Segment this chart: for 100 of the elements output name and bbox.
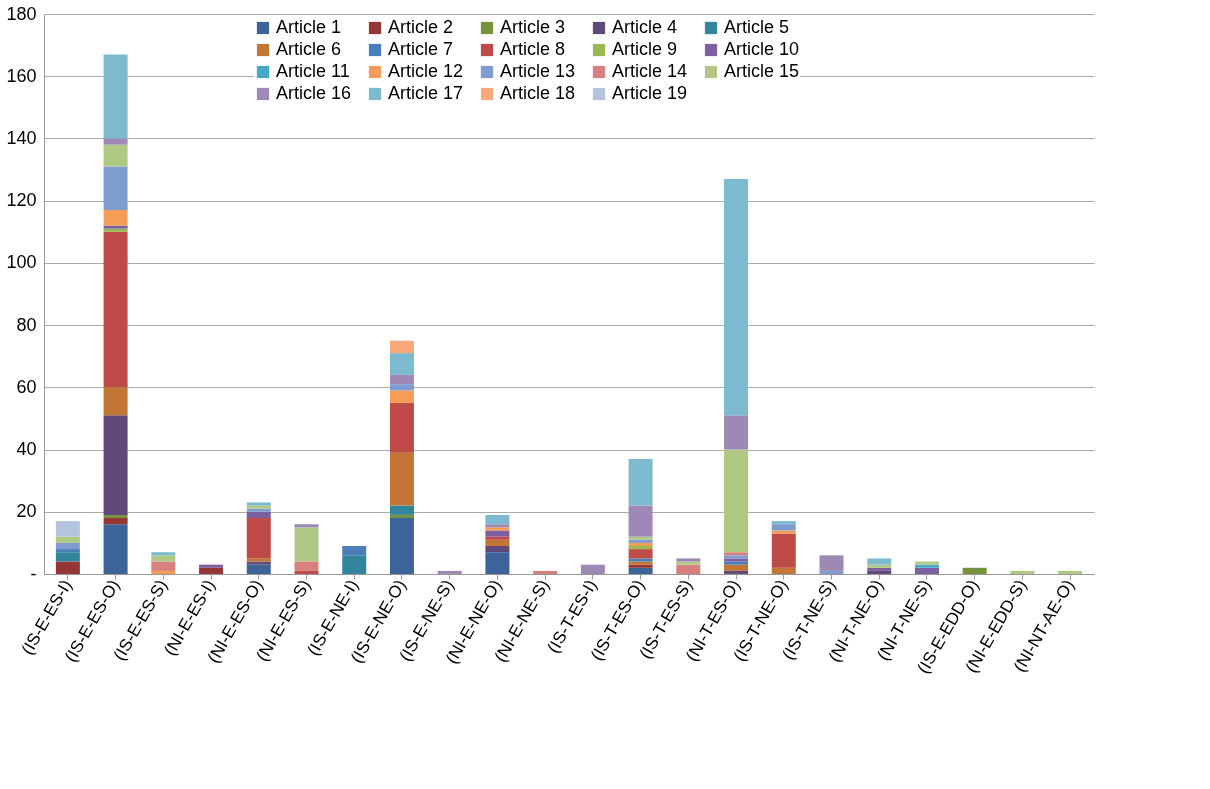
y-tick-label: 40	[16, 439, 37, 460]
bar	[103, 144, 128, 167]
bar	[819, 570, 844, 574]
bar	[55, 536, 80, 543]
bar	[771, 567, 796, 574]
bar	[389, 384, 414, 391]
bar	[771, 530, 796, 534]
bar	[867, 558, 892, 565]
legend-label: Article 13	[500, 61, 576, 81]
bar	[485, 546, 510, 553]
bar	[55, 561, 80, 574]
legend-label: Article 10	[724, 39, 800, 59]
bar	[485, 552, 510, 574]
legend-label: Article 8	[500, 39, 566, 59]
bar	[628, 505, 653, 537]
bar	[628, 546, 653, 550]
bar	[151, 552, 176, 556]
bar	[103, 524, 128, 574]
legend-label: Article 6	[276, 39, 342, 59]
y-tick-label: 120	[6, 190, 37, 211]
bar	[199, 564, 224, 568]
bar	[55, 552, 80, 562]
bar	[771, 524, 796, 531]
bar	[914, 567, 939, 574]
bar	[342, 555, 367, 574]
bar	[55, 542, 80, 550]
bar	[103, 166, 128, 210]
y-tick-label: 180	[6, 3, 37, 24]
bar	[628, 549, 653, 559]
bar	[389, 518, 414, 574]
bar	[103, 210, 128, 226]
bar	[55, 549, 80, 553]
bar	[342, 546, 367, 556]
bar	[246, 564, 271, 574]
bar	[628, 567, 653, 574]
bar	[676, 564, 701, 574]
bar	[771, 521, 796, 525]
bar	[389, 452, 414, 506]
bar	[389, 505, 414, 515]
bar	[628, 458, 653, 506]
bar	[533, 570, 558, 574]
bar	[103, 138, 128, 145]
legend-label: Article 4	[612, 17, 678, 37]
bar	[485, 536, 510, 540]
bar	[294, 570, 319, 574]
bar	[485, 530, 510, 537]
legend-label: Article 5	[724, 17, 790, 37]
bar	[103, 518, 128, 525]
legend-label: Article 3	[500, 17, 566, 37]
y-tick-label: 140	[6, 127, 37, 148]
bar	[103, 415, 128, 515]
bar	[389, 353, 414, 375]
legend-label: Article 1	[276, 17, 342, 37]
bar	[724, 449, 749, 553]
legend-label: Article 17	[388, 83, 464, 103]
bar	[580, 564, 605, 574]
bar	[151, 561, 176, 571]
bar	[103, 54, 128, 139]
legend-label: Article 16	[276, 83, 352, 103]
bar	[199, 567, 224, 574]
bar	[151, 570, 176, 574]
bar	[55, 521, 80, 537]
legend-label: Article 7	[388, 39, 454, 59]
bar	[389, 514, 414, 518]
y-tick-label: 80	[16, 314, 37, 335]
bar	[389, 374, 414, 385]
bar	[962, 567, 987, 574]
y-tick-label: 20	[16, 501, 37, 522]
bar	[389, 390, 414, 403]
bar	[294, 527, 319, 562]
bar	[724, 570, 749, 574]
bar	[103, 387, 128, 416]
bar	[294, 524, 319, 528]
bar	[724, 564, 749, 571]
bar	[294, 561, 319, 571]
y-tick-label: 60	[16, 376, 37, 397]
bar	[389, 340, 414, 354]
legend-label: Article 12	[388, 61, 464, 81]
bar	[246, 518, 271, 559]
bar	[724, 178, 749, 416]
bar	[485, 514, 510, 525]
bar	[103, 514, 128, 518]
bar	[437, 570, 462, 574]
bar	[151, 555, 176, 562]
legend-label: Article 11	[276, 61, 350, 81]
bar	[771, 533, 796, 568]
y-tick-label: 100	[6, 252, 37, 273]
legend-label: Article 9	[612, 39, 678, 59]
bar	[819, 555, 844, 571]
bar	[1010, 570, 1035, 574]
legend-label: Article 15	[724, 61, 800, 81]
bar	[724, 415, 749, 450]
legend-label: Article 19	[612, 83, 688, 103]
y-tick-label: 160	[6, 65, 37, 86]
bar	[1058, 570, 1083, 574]
legend-label: Article 2	[388, 17, 454, 37]
y-tick-label: -	[30, 563, 37, 584]
bar	[485, 539, 510, 546]
legend-label: Article 14	[612, 61, 688, 81]
bar	[103, 231, 128, 388]
